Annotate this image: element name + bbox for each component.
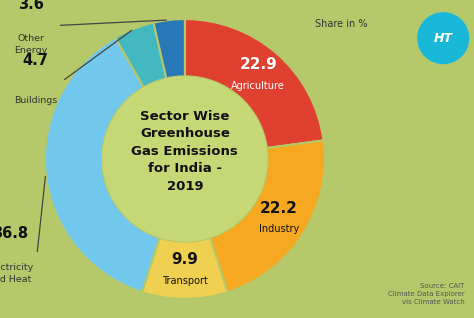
Text: 36.8: 36.8: [0, 226, 28, 241]
Wedge shape: [210, 140, 325, 292]
Text: Share in %: Share in %: [315, 19, 368, 29]
Wedge shape: [115, 23, 166, 87]
Text: HT: HT: [434, 32, 453, 45]
Text: Other
Energy: Other Energy: [14, 34, 47, 55]
Text: 22.2: 22.2: [260, 201, 298, 216]
Wedge shape: [45, 38, 160, 292]
Text: Buildings: Buildings: [14, 96, 57, 105]
Text: 3.6: 3.6: [18, 0, 44, 12]
Text: Agriculture: Agriculture: [231, 80, 285, 91]
Wedge shape: [185, 19, 324, 148]
Text: 22.9: 22.9: [239, 57, 277, 73]
Wedge shape: [142, 238, 228, 299]
Text: Electricity
and Heat: Electricity and Heat: [0, 263, 34, 284]
Circle shape: [102, 76, 267, 242]
Text: 9.9: 9.9: [172, 252, 198, 267]
Wedge shape: [154, 19, 185, 79]
Text: Transport: Transport: [162, 276, 208, 286]
Ellipse shape: [417, 12, 469, 64]
Text: 4.7: 4.7: [22, 53, 48, 68]
Text: Source: CAIT
Climate Data Explorer
vis Climate Watch: Source: CAIT Climate Data Explorer vis C…: [388, 283, 465, 305]
Text: Industry: Industry: [259, 224, 299, 234]
Text: Sector Wise
Greenhouse
Gas Emissions
for India -
2019: Sector Wise Greenhouse Gas Emissions for…: [131, 109, 238, 193]
